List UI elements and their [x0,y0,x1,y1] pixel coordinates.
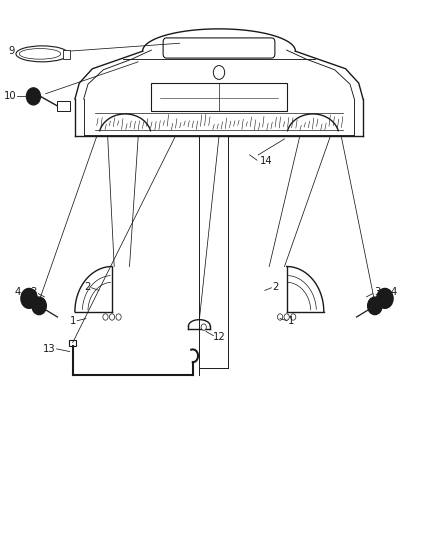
Ellipse shape [16,46,68,62]
Bar [57,101,70,111]
Circle shape [201,324,206,330]
Text: 4: 4 [14,287,21,297]
Circle shape [21,288,37,308]
FancyBboxPatch shape [163,38,275,58]
Bar [69,340,76,346]
Text: 2: 2 [272,282,279,292]
Text: 14: 14 [260,156,273,166]
Text: 2: 2 [84,282,90,292]
Text: 12: 12 [212,332,226,342]
Text: 3: 3 [374,287,380,297]
Text: 4: 4 [391,287,397,297]
Text: 9: 9 [8,46,15,55]
Text: 10: 10 [4,91,17,101]
Text: 1: 1 [70,316,76,326]
Text: 13: 13 [43,344,56,354]
Circle shape [367,297,382,314]
Ellipse shape [19,49,61,59]
Text: 1: 1 [288,316,295,326]
Bar [63,50,70,59]
Circle shape [377,288,393,308]
Circle shape [32,297,46,314]
Text: 3: 3 [31,287,37,297]
Bar [151,83,287,111]
Circle shape [26,88,40,105]
